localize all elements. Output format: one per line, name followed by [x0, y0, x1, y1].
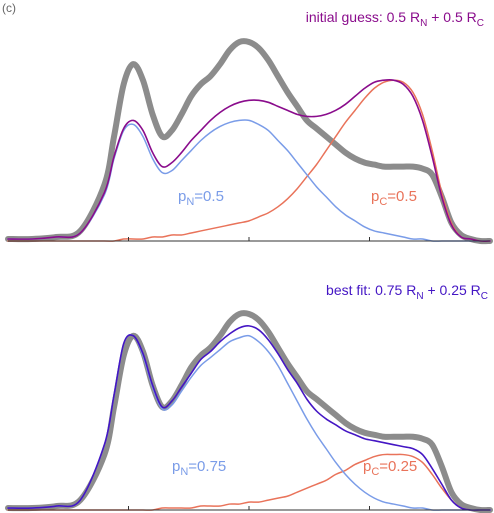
panel-top-title-sub-c: C — [477, 18, 484, 29]
panel-top-series-pN-line — [7, 119, 491, 242]
panel-top-label-pn: pN=0.5 — [178, 188, 224, 208]
panel-bottom-label-pn-value: =0.75 — [188, 458, 226, 475]
panel-bottom-title-middle: + 0.25 R — [424, 282, 481, 298]
panel-bottom-title-sub-c: C — [481, 291, 488, 302]
panel-top-label-pn-main: p — [178, 188, 186, 205]
panel-top-title: initial guess: 0.5 RN + 0.5 RC — [306, 9, 484, 29]
panel-top-axis — [8, 237, 490, 242]
panel-top-series — [5, 38, 493, 245]
panel-top-label-pc-value: =0.5 — [387, 188, 417, 205]
panel-bottom: best fit: 0.75 RN + 0.25 RC pN=0.75 pC=0… — [5, 282, 493, 513]
panel-bottom-series-mixture-line — [7, 324, 491, 511]
panel-bottom-title-sub-n: N — [416, 291, 423, 302]
panel-bottom-series — [5, 310, 493, 513]
panel-bottom-label-pn-main: p — [172, 458, 180, 475]
panel-bottom-title-prefix: best fit: 0.75 R — [326, 282, 416, 298]
panel-top-label-pc-main: p — [371, 188, 379, 205]
panel-top: initial guess: 0.5 RN + 0.5 RC pN=0.5 pC… — [5, 9, 493, 245]
panel-bottom-label-pn: pN=0.75 — [172, 458, 226, 478]
panel-bottom-series-data-line — [5, 310, 493, 513]
corner-text: (c) — [2, 1, 16, 15]
panel-top-title-middle: + 0.5 R — [427, 9, 476, 25]
panel-bottom-label-pc-sub: C — [371, 466, 379, 478]
panel-top-title-sub-n: N — [420, 18, 427, 29]
panel-top-title-prefix: initial guess: 0.5 R — [306, 9, 420, 25]
panel-bottom-series-pN-line — [7, 334, 491, 511]
panel-top-label-pc: pC=0.5 — [371, 188, 417, 208]
panel-top-label-pc-sub: C — [379, 196, 387, 208]
panel-bottom-title: best fit: 0.75 RN + 0.25 RC — [326, 282, 488, 302]
panel-top-series-data-line — [5, 38, 493, 245]
panel-bottom-label-pc-main: p — [363, 458, 371, 475]
panel-bottom-label-pn-sub: N — [180, 466, 188, 478]
panel-top-series-mixture-line — [7, 79, 491, 242]
panel-top-label-pn-sub: N — [186, 196, 194, 208]
panel-bottom-axis — [8, 506, 490, 511]
panel-bottom-label-pc: pC=0.25 — [363, 458, 417, 478]
panel-top-label-pn-value: =0.5 — [194, 188, 224, 205]
panel-bottom-label-pc-value: =0.25 — [379, 458, 417, 475]
panel-top-series-pC-line — [7, 79, 491, 242]
